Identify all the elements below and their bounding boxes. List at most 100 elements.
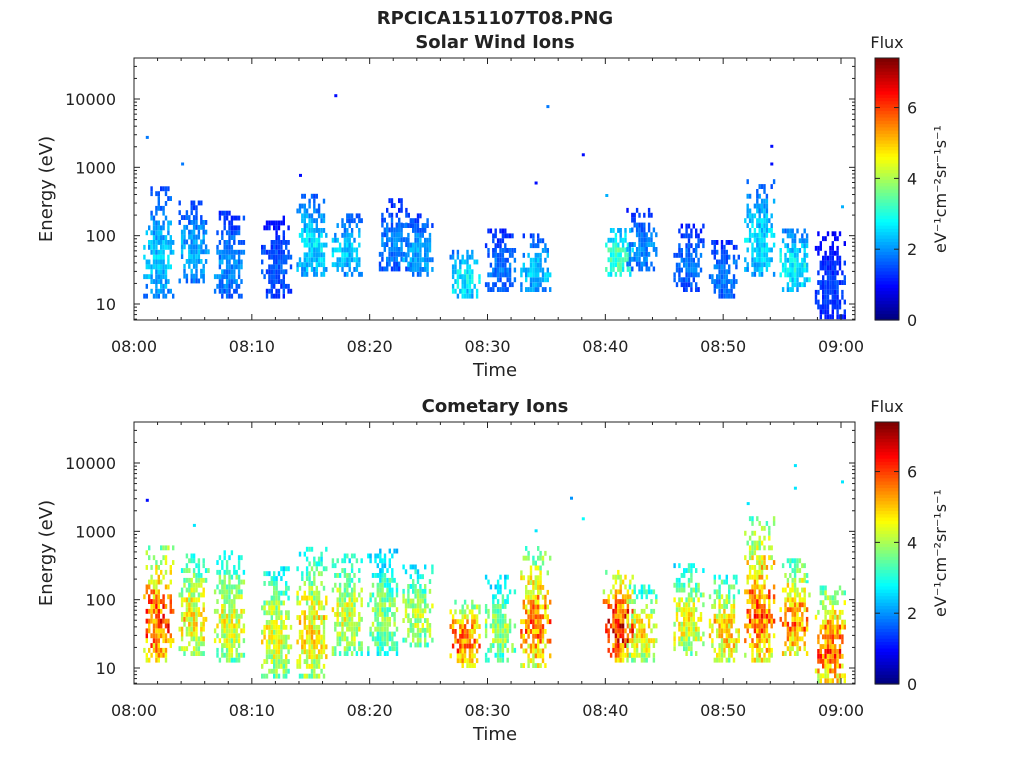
flux-cell: [223, 254, 226, 260]
flux-cell: [791, 646, 794, 652]
flux-cell: [405, 242, 408, 247]
flux-cell: [680, 573, 683, 578]
flux-cell: [605, 628, 608, 634]
flux-cell: [758, 218, 761, 224]
flux-cell: [180, 616, 184, 622]
flux-cell: [466, 254, 469, 260]
flux-cell: [735, 279, 738, 284]
flux-cell: [428, 632, 432, 638]
colorbar-swatch: [875, 202, 899, 206]
flux-cell: [409, 584, 412, 589]
flux-cell: [633, 643, 636, 648]
flux-cell: [280, 279, 283, 284]
flux-cell: [270, 279, 273, 284]
flux-cell: [756, 223, 759, 228]
flux-cell: [789, 233, 792, 239]
flux-cell: [760, 574, 764, 580]
flux-cell: [305, 576, 309, 581]
flux-cell: [383, 597, 387, 603]
flux-cell: [383, 266, 386, 272]
flux-cell: [626, 242, 630, 248]
flux-cell: [395, 592, 399, 598]
flux-cell: [341, 558, 344, 564]
colorbar-swatch: [875, 530, 899, 534]
flux-cell: [310, 237, 314, 243]
flux-cell: [454, 264, 457, 270]
flux-cell: [487, 613, 490, 619]
flux-cell: [383, 242, 386, 247]
flux-cell: [273, 590, 276, 596]
colorbar-swatch: [875, 536, 899, 541]
flux-cell: [728, 623, 731, 629]
flux-cell: [730, 633, 733, 639]
flux-cell: [635, 613, 639, 619]
flux-cell: [619, 599, 622, 604]
flux-cell: [763, 555, 766, 561]
flux-cell: [763, 657, 766, 663]
flux-cell: [213, 274, 217, 280]
flux-cell: [798, 646, 802, 652]
flux-cell: [164, 560, 168, 565]
flux-cell: [768, 613, 771, 619]
flux-cell: [680, 607, 683, 613]
flux-cell: [713, 254, 716, 260]
flux-cell: [466, 604, 469, 610]
flux-cell: [836, 649, 839, 654]
flux-cell: [473, 643, 476, 649]
flux-cell: [678, 252, 681, 258]
colorbar-swatch: [875, 136, 899, 141]
flux-cell: [487, 608, 490, 614]
flux-cell: [331, 646, 335, 652]
flux-cell: [240, 293, 243, 299]
flux-point: [334, 94, 338, 98]
flux-cell: [826, 304, 830, 310]
flux-cell: [817, 304, 820, 310]
flux-cell: [285, 644, 288, 650]
flux-cell: [261, 673, 264, 679]
flux-cell: [160, 618, 163, 624]
flux-cell: [793, 238, 797, 244]
flux-cell: [178, 646, 181, 652]
flux-cell: [836, 634, 839, 640]
flux-cell: [539, 555, 542, 561]
flux-cell: [273, 629, 276, 635]
flux-cell: [678, 563, 681, 569]
flux-cell: [768, 545, 771, 551]
flux-cell: [609, 604, 613, 609]
flux-cell: [798, 248, 802, 253]
flux-cell: [183, 263, 186, 269]
flux-cell: [379, 568, 382, 573]
flux-cell: [164, 604, 168, 609]
flux-cell: [473, 629, 476, 634]
flux-cell: [650, 261, 653, 267]
flux-cell: [718, 293, 721, 299]
flux-cell: [549, 599, 552, 605]
flux-cell: [426, 218, 429, 224]
flux-cell: [322, 228, 326, 233]
flux-cell: [527, 614, 530, 620]
flux-cell: [695, 243, 698, 249]
flux-cell: [718, 584, 721, 590]
flux-cell: [167, 584, 170, 590]
flux-cell: [346, 242, 349, 248]
flux-cell: [341, 223, 344, 228]
flux-cell: [395, 266, 398, 272]
flux-cell: [242, 623, 246, 629]
flux-cell: [834, 658, 837, 664]
flux-cell: [826, 658, 830, 664]
flux-cell: [237, 565, 241, 570]
flux-cell: [494, 252, 497, 258]
flux-cell: [680, 252, 683, 258]
flux-cell: [225, 599, 229, 604]
flux-cell: [428, 608, 432, 614]
flux-cell: [296, 659, 299, 664]
flux-cell: [275, 235, 278, 240]
flux-cell: [621, 652, 625, 658]
flux-cell: [308, 262, 311, 268]
flux-cell: [197, 254, 201, 259]
flux-cell: [287, 254, 290, 260]
flux-cell: [817, 653, 820, 659]
colorbar-swatch: [875, 303, 899, 308]
colorbar-swatch: [875, 205, 899, 210]
flux-cell: [183, 612, 186, 617]
